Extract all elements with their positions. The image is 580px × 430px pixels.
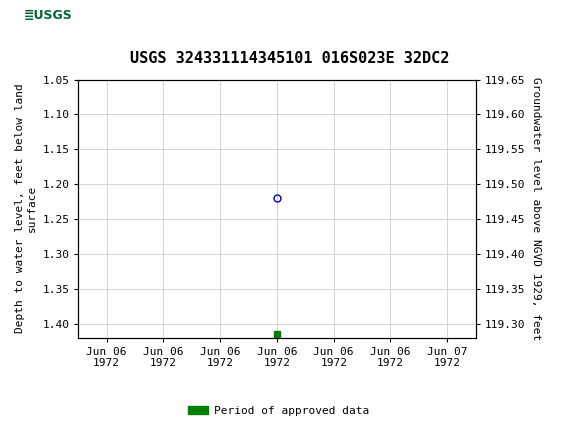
- Text: USGS 324331114345101 016S023E 32DC2: USGS 324331114345101 016S023E 32DC2: [130, 51, 450, 66]
- Bar: [3, 3, 93, 29]
- Y-axis label: Depth to water level, feet below land
surface: Depth to water level, feet below land su…: [15, 84, 37, 333]
- Legend: Period of approved data: Period of approved data: [183, 401, 374, 420]
- Y-axis label: Groundwater level above NGVD 1929, feet: Groundwater level above NGVD 1929, feet: [531, 77, 541, 340]
- Text: ≣USGS: ≣USGS: [24, 9, 73, 22]
